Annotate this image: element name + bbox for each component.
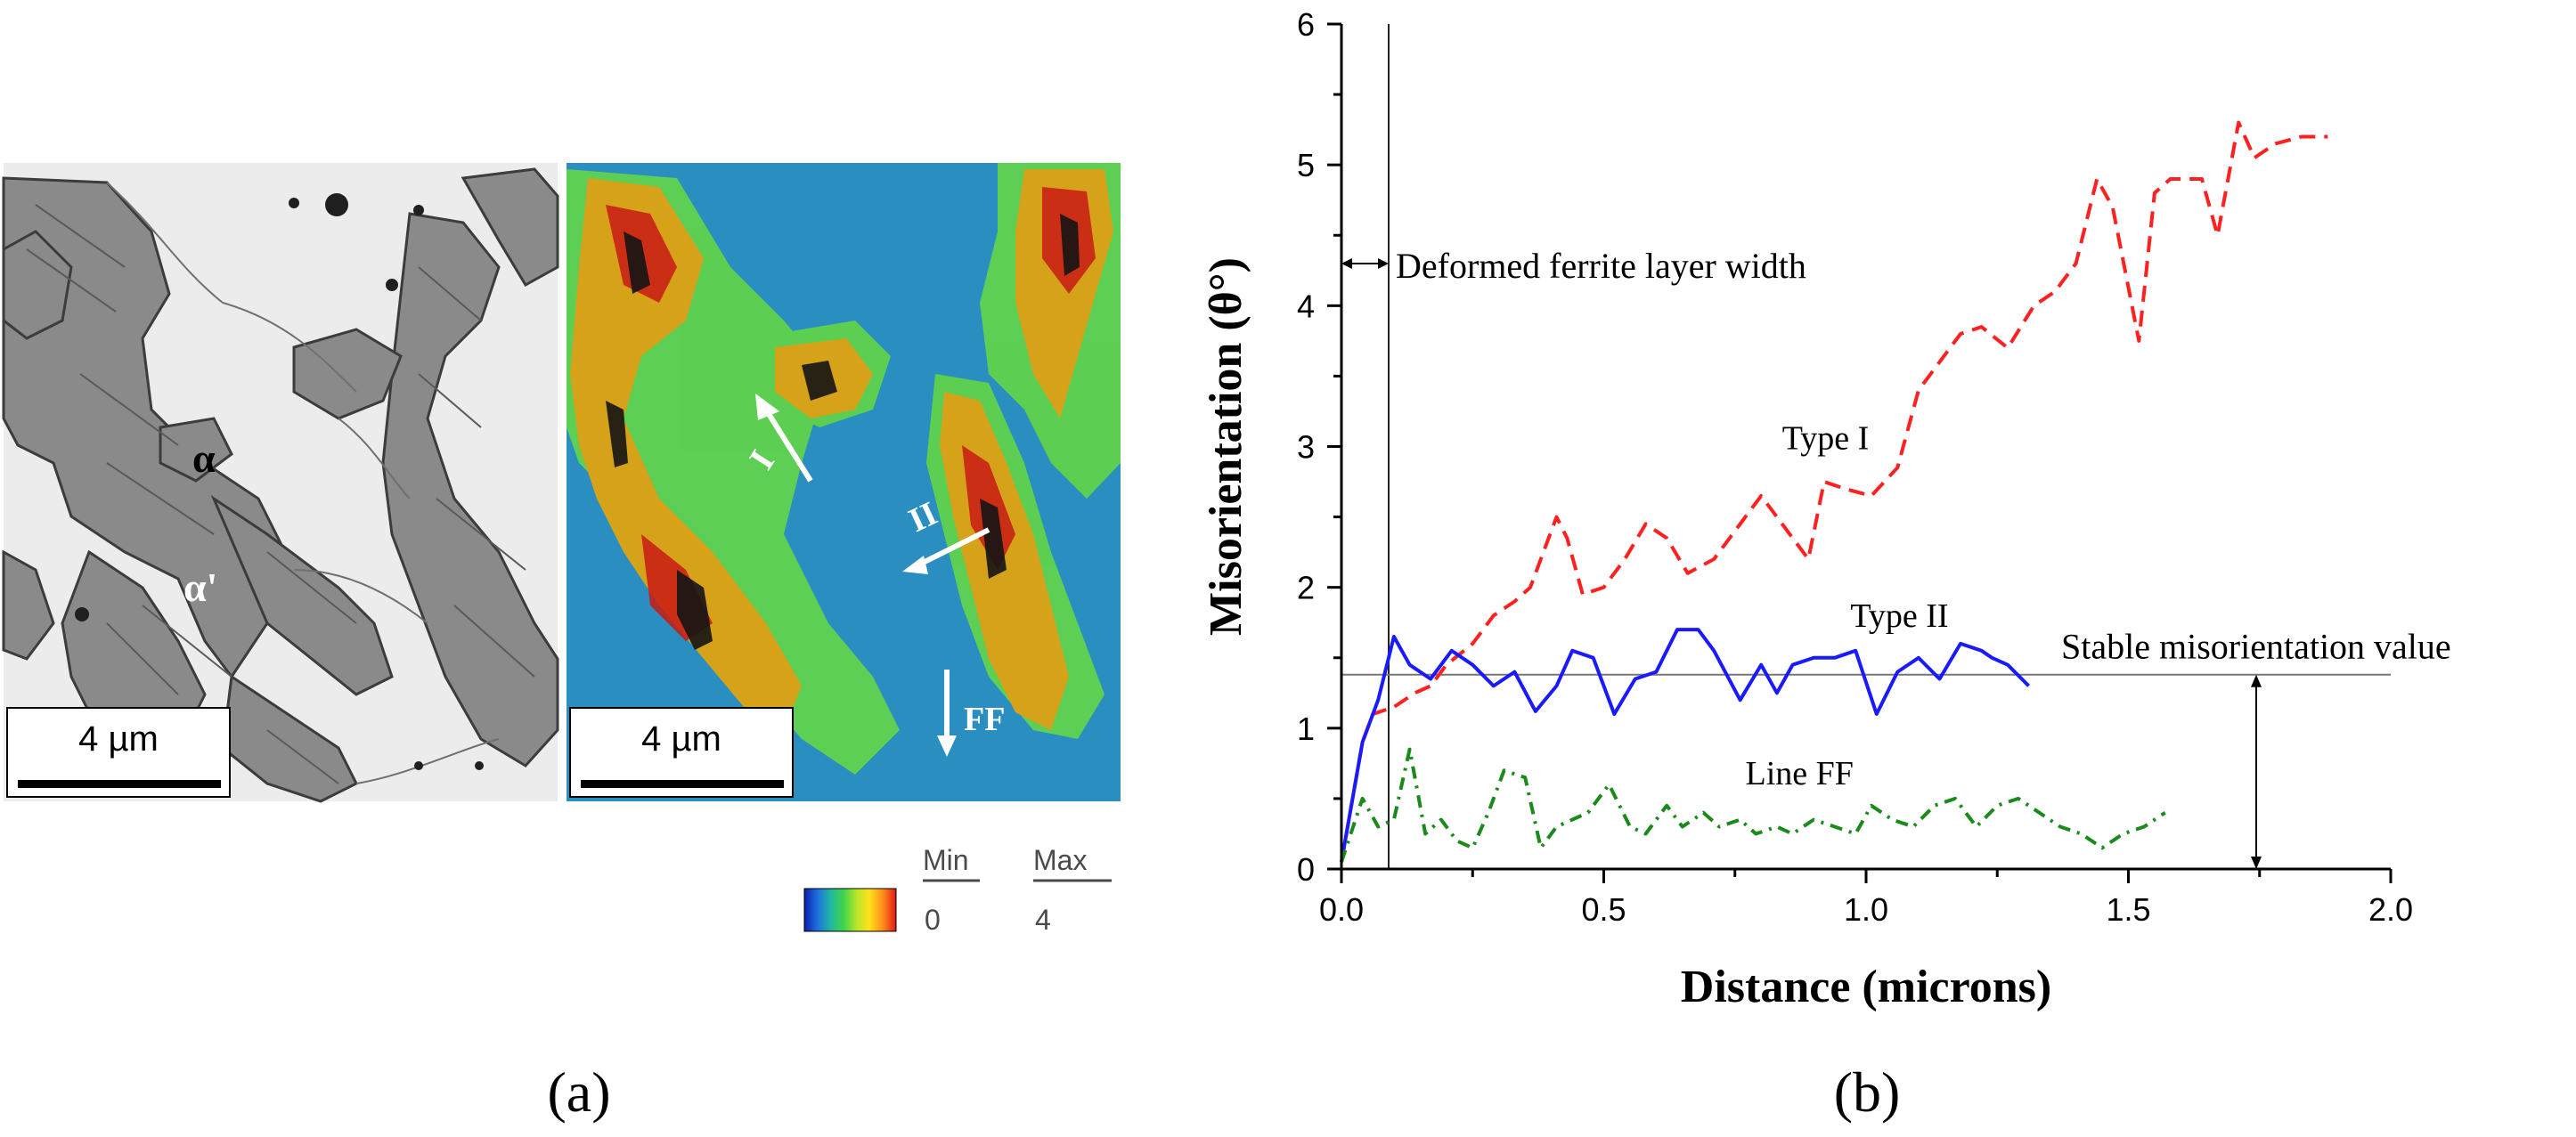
- colorbar-min-title: Min: [923, 844, 969, 876]
- series-line-2: [1340, 747, 2166, 863]
- y-tick-label: 2: [1297, 570, 1315, 606]
- colorbar-max-value: 4: [1035, 904, 1051, 936]
- y-tick-label: 0: [1297, 851, 1315, 888]
- stable-arrowhead-top: [2251, 674, 2262, 687]
- arrowhead-right: [1378, 258, 1390, 269]
- sem-scale-bar: 4 µm: [6, 707, 231, 798]
- y-tick-label: 4: [1297, 288, 1315, 324]
- series-line-0: [1340, 120, 2328, 863]
- series-label-0: Type I: [1782, 420, 1870, 458]
- x-tick-label: 0.0: [1319, 891, 1364, 928]
- panel-b-caption: (b): [1834, 1060, 1901, 1124]
- x-tick-label: 1.0: [1844, 891, 1888, 928]
- kam-scale-bar-label: 4 µm: [641, 719, 721, 759]
- misorientation-chart: 0.0 0.5 1.0 1.5 2.0 0 1 2 3 4 5 6 Type I Type II Line…: [1201, 6, 2451, 1012]
- y-tick-label: 3: [1297, 429, 1315, 466]
- series-label-2: Line FF: [1746, 755, 1854, 792]
- x-tick-label: 1.5: [2106, 891, 2150, 928]
- x-tick-label: 0.5: [1581, 891, 1626, 928]
- layer-width-label: Deformed ferrite layer width: [1396, 246, 1806, 286]
- sem-scale-bar-label: 4 µm: [78, 719, 159, 759]
- y-tick-label: 6: [1297, 6, 1315, 43]
- kam-map: I II FF 4 µm: [567, 163, 1121, 801]
- series-layer: [1340, 120, 2328, 863]
- x-tick-label: 2.0: [2368, 891, 2413, 928]
- panel-a-caption: (a): [547, 1060, 610, 1124]
- alpha-label: α: [192, 435, 216, 481]
- y-tick-label: 1: [1297, 711, 1315, 747]
- series-line-1: [1340, 628, 2031, 863]
- stable-arrowhead-bottom: [2251, 857, 2262, 869]
- alpha-prime-label: α': [183, 564, 217, 610]
- y-tick-label: 5: [1297, 147, 1315, 183]
- kam-colorbar: Min 0 Max 4: [803, 844, 1112, 936]
- colorbar-max-title: Max: [1033, 844, 1087, 876]
- y-axis-title: Misorientation (θ°): [1201, 257, 1251, 636]
- axes: 0.0 0.5 1.0 1.5 2.0 0 1 2 3 4 5 6: [1297, 6, 2413, 928]
- x-axis-title: Distance (microns): [1681, 962, 2051, 1012]
- arrowhead-left: [1341, 258, 1352, 269]
- sem-micrograph: α α' 4 µm: [2, 163, 559, 803]
- kam-scale-bar: 4 µm: [569, 707, 794, 798]
- arrow-label-FF: FF: [964, 701, 1005, 738]
- colorbar-min-value: 0: [925, 904, 941, 936]
- stable-value-label: Stable misorientation value: [2061, 627, 2451, 667]
- annotations: Type I Type II Line FF Deformed ferrite lay…: [1341, 246, 2451, 869]
- series-label-1: Type II: [1850, 597, 1948, 635]
